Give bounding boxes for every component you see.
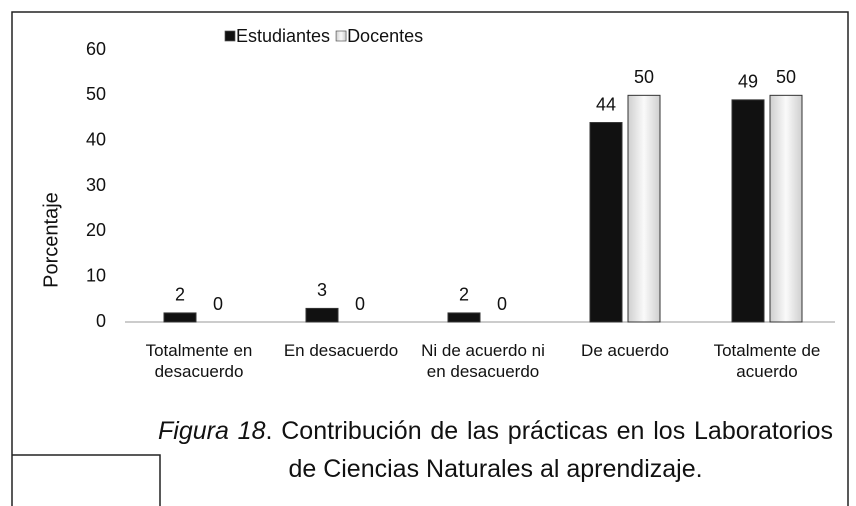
data-label: 0 [213,294,223,314]
y-tick-label: 0 [96,311,106,331]
bar [627,94,661,323]
y-tick-label: 60 [86,39,106,59]
bar [731,99,765,323]
x-tick-label: Totalmente de acuerdo [713,341,821,381]
legend-swatch [224,30,236,42]
x-tick-label: Totalmente en desacuerdo [145,341,253,381]
y-tick-label: 30 [86,175,106,195]
data-label: 0 [497,294,507,314]
data-label: 50 [776,67,796,87]
bar [769,94,803,323]
caption: Figura 18. Contribución de las prácticas… [158,412,833,488]
bar [163,312,197,323]
y-axis-title: Porcentaje [40,192,62,288]
x-tick-label: Ni de acuerdo ni en desacuerdo [421,341,545,381]
data-label: 0 [355,294,365,314]
frame [11,11,849,506]
y-tick-label: 10 [86,265,106,285]
y-tick-label: 20 [86,220,106,240]
caption-label: Figura 18 [158,417,266,445]
y-tick-label: 40 [86,129,106,149]
data-label: 3 [317,280,327,300]
y-tick-label: 50 [86,84,106,104]
bar [589,122,623,323]
bar [305,307,339,323]
x-tick-label: De acuerdo [581,341,669,360]
data-label: 49 [738,72,758,92]
data-label: 2 [175,285,185,305]
data-label: 44 [596,94,616,114]
caption-text: . Contribución de las prácticas en los L… [265,417,833,483]
x-tick-label: En desacuerdo [283,341,399,360]
data-label: 2 [459,285,469,305]
bar [447,312,481,323]
data-label: 50 [634,67,654,87]
legend-swatch [335,30,347,42]
legend-label: Estudiantes [236,26,330,46]
legend-label: Docentes [347,26,423,46]
